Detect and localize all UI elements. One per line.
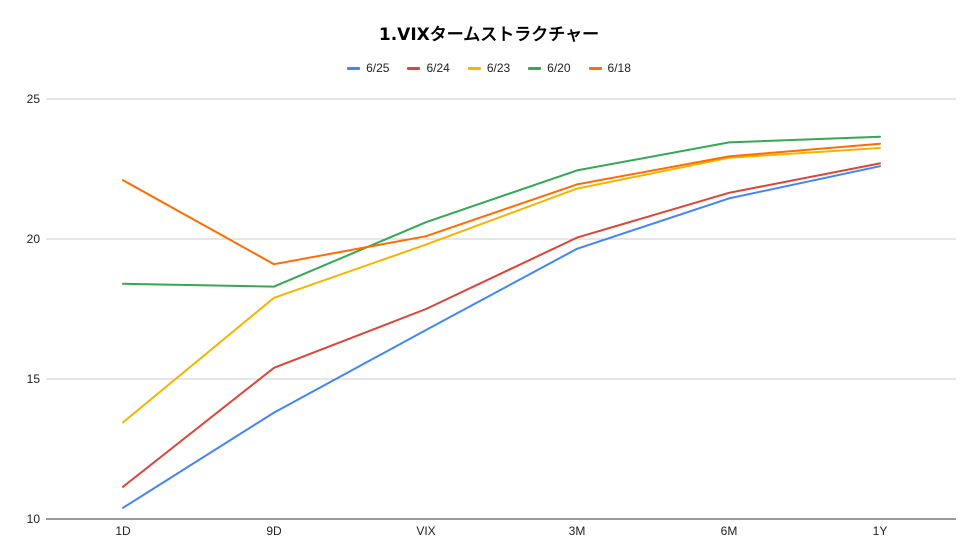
legend-swatch — [588, 66, 602, 70]
legend-item-6-23: 6/23 — [467, 61, 511, 75]
series-line-6-23 — [122, 147, 881, 424]
legend-item-6-25: 6/25 — [347, 61, 389, 75]
gridlines — [46, 98, 956, 520]
legend-item-6-20: 6/20 — [528, 61, 571, 75]
series-line-6-25 — [122, 165, 881, 509]
y-tick-label: 15 — [27, 372, 41, 386]
x-tick-label: 1Y — [873, 524, 888, 538]
legend-swatch — [407, 66, 421, 70]
y-tick-label: 10 — [27, 512, 41, 526]
legend-swatch — [528, 66, 542, 70]
series-lines — [122, 135, 881, 509]
series-line-6-20 — [122, 135, 881, 288]
chart-title: 1.VIXタームストラクチャー — [378, 25, 600, 45]
legend-swatch — [347, 66, 361, 70]
legend-swatch — [467, 66, 481, 70]
legend-label: 6/23 — [486, 61, 511, 75]
legend-label: 6/24 — [426, 61, 450, 75]
series-line-6-18 — [122, 142, 881, 266]
y-tick-label: 25 — [27, 92, 41, 106]
y-tick-label: 20 — [27, 232, 41, 246]
legend-label: 6/25 — [366, 61, 390, 75]
y-axis-ticks: 10 15 20 25 — [27, 92, 41, 526]
legend: 6/25 6/24 6/23 6/20 6/18 — [0, 61, 978, 75]
x-tick-label: 3M — [569, 524, 586, 538]
series-line-6-24 — [122, 162, 881, 488]
legend-item-6-18: 6/18 — [588, 61, 631, 75]
x-tick-label: 6M — [721, 524, 738, 538]
x-tick-label: 9D — [266, 524, 282, 538]
legend-item-6-24: 6/24 — [407, 61, 450, 75]
legend-label: 6/20 — [547, 61, 571, 75]
x-tick-label: VIX — [416, 524, 435, 538]
x-axis-ticks: 1D 9D VIX 3M 6M 1Y — [115, 524, 887, 538]
legend-label: 6/18 — [607, 61, 631, 75]
x-tick-label: 1D — [115, 524, 131, 538]
